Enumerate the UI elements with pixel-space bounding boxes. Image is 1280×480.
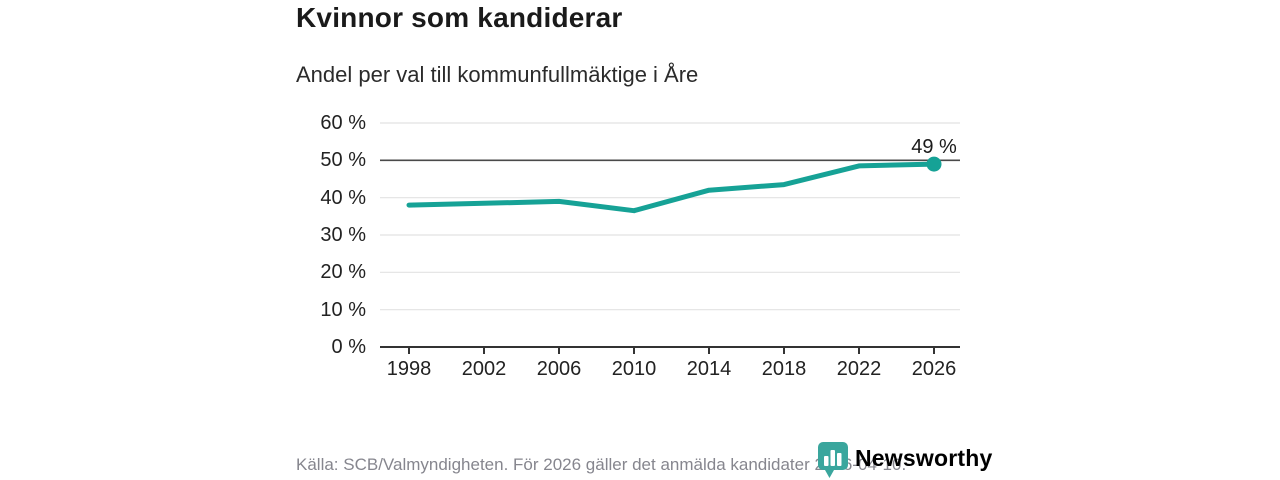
y-tick-label: 30 % (320, 224, 366, 246)
chart-subtitle: Andel per val till kommunfullmäktige i Å… (296, 62, 699, 87)
x-tick-label: 2022 (836, 358, 882, 380)
y-tick-label: 20 % (320, 261, 366, 284)
y-tick-label: 40 % (320, 186, 366, 209)
y-tick-label: 0 % (331, 336, 366, 358)
y-tick-label: 60 % (320, 112, 366, 134)
bar-glyph-short (824, 456, 829, 466)
x-tick-label: 2018 (761, 358, 807, 380)
page-title: Kvinnor som kandiderar (296, 2, 623, 33)
newsworthy-logo-icon (818, 442, 848, 478)
bar-glyph-mid (837, 453, 842, 466)
end-point-marker (926, 156, 942, 172)
x-tick-label: 2010 (611, 358, 657, 380)
data-point-label: 49 % (911, 136, 957, 159)
x-tick-label: 2006 (536, 358, 582, 380)
newsworthy-wordmark: Newsworthy (855, 445, 993, 471)
data-line (406, 161, 937, 214)
x-tick-label: 1998 (386, 358, 432, 380)
x-tick-label: 2026 (911, 358, 957, 380)
line-chart-plot (380, 122, 960, 354)
x-tick-label: 2002 (461, 358, 507, 380)
newsworthy-logo: Newsworthy (816, 440, 992, 480)
bar-glyph-tall (830, 450, 835, 466)
source-note: Källa: SCB/Valmyndigheten. För 2026 gäll… (296, 455, 907, 474)
x-tick-label: 2014 (686, 358, 732, 380)
y-tick-label: 10 % (320, 298, 366, 321)
y-tick-label: 50 % (320, 149, 366, 172)
